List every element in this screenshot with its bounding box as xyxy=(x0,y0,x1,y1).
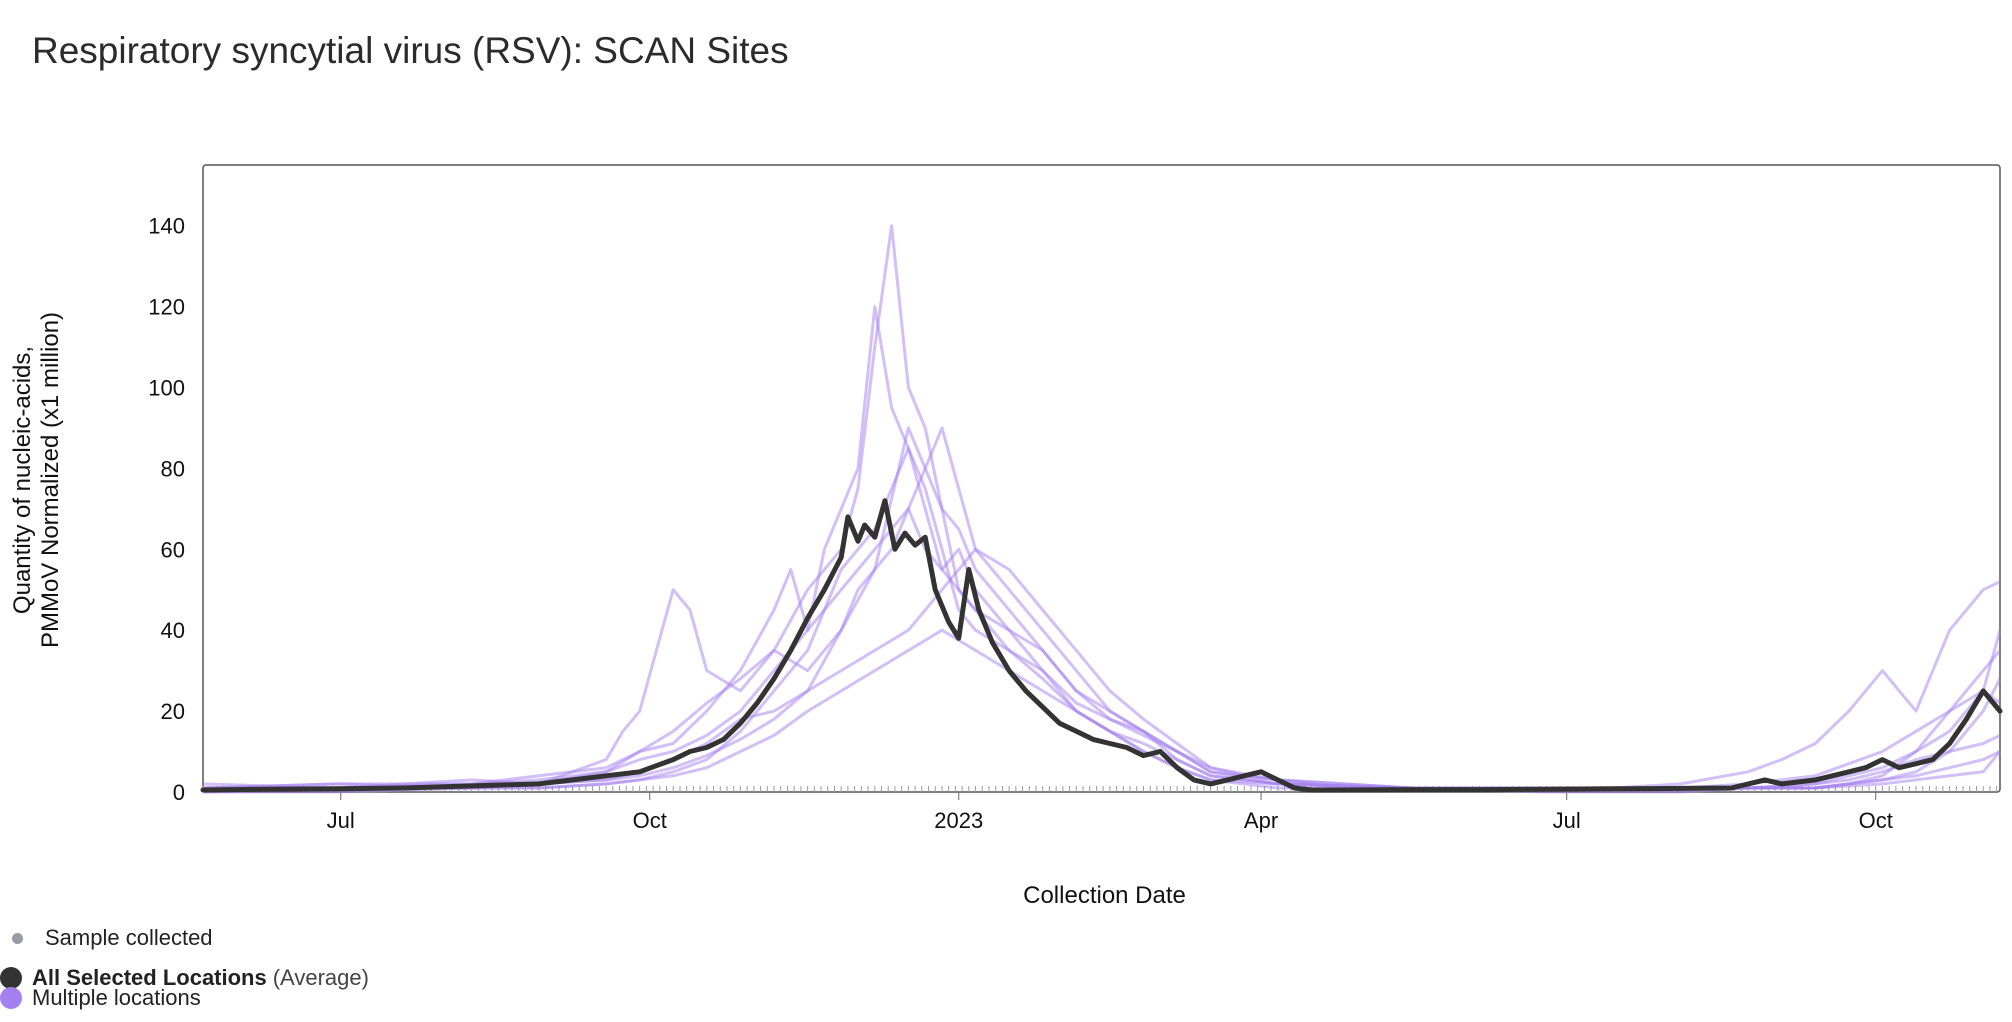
location-series-line[interactable] xyxy=(202,426,2002,790)
x-tick-label: Jul xyxy=(1553,808,1581,833)
chart-title: Respiratory syncytial virus (RSV): SCAN … xyxy=(32,30,789,71)
y-tick-label: 20 xyxy=(161,699,185,724)
location-series-line[interactable] xyxy=(202,305,2001,790)
y-axis-label-line: Quantity of nucleic-acids, xyxy=(9,346,36,614)
y-tick-label: 60 xyxy=(161,537,185,562)
legend-item-average[interactable]: All Selected Locations (Average) xyxy=(0,965,369,991)
legend-sample-label: Sample collected xyxy=(45,925,213,950)
location-series-line[interactable] xyxy=(203,628,2002,794)
sample-dot-icon xyxy=(12,932,23,944)
location-series-line[interactable] xyxy=(202,224,2002,790)
location-series-line[interactable] xyxy=(203,426,2001,790)
x-tick-label: Oct xyxy=(1859,808,1893,833)
location-series-line[interactable] xyxy=(203,547,2001,790)
x-tick-label: Oct xyxy=(633,808,667,833)
x-axis-label: Collection Date xyxy=(1023,882,1186,909)
legend-multiple-label: Multiple locations xyxy=(32,985,201,1010)
x-tick-label: 2023 xyxy=(934,808,983,833)
legend-item-multiple[interactable]: Multiple locations xyxy=(0,985,201,1011)
legend-average-suffix: (Average) xyxy=(272,965,369,990)
y-axis-label: Quantity of nucleic-acids,PMMoV Normaliz… xyxy=(9,312,64,648)
x-tick-label: Jul xyxy=(327,808,355,833)
average-series-line[interactable] xyxy=(200,498,2003,793)
y-tick-label: 120 xyxy=(148,295,185,320)
y-axis-label-line: PMMoV Normalized (x1 million) xyxy=(37,312,64,648)
y-tick-label: 100 xyxy=(148,375,185,400)
y-tick-label: 80 xyxy=(161,456,185,481)
y-tick-label: 140 xyxy=(148,214,185,239)
plot-frame xyxy=(202,164,2001,793)
legend-item-sample: Sample collected xyxy=(12,925,213,951)
average-dot-icon xyxy=(0,967,22,989)
x-tick-label: Apr xyxy=(1244,808,1278,833)
y-tick-label: 0 xyxy=(173,780,185,805)
locations-dot-icon xyxy=(0,987,22,1009)
location-series-line[interactable] xyxy=(203,507,2001,790)
y-tick-label: 40 xyxy=(161,618,185,643)
legend-average-label: All Selected Locations xyxy=(32,965,267,990)
